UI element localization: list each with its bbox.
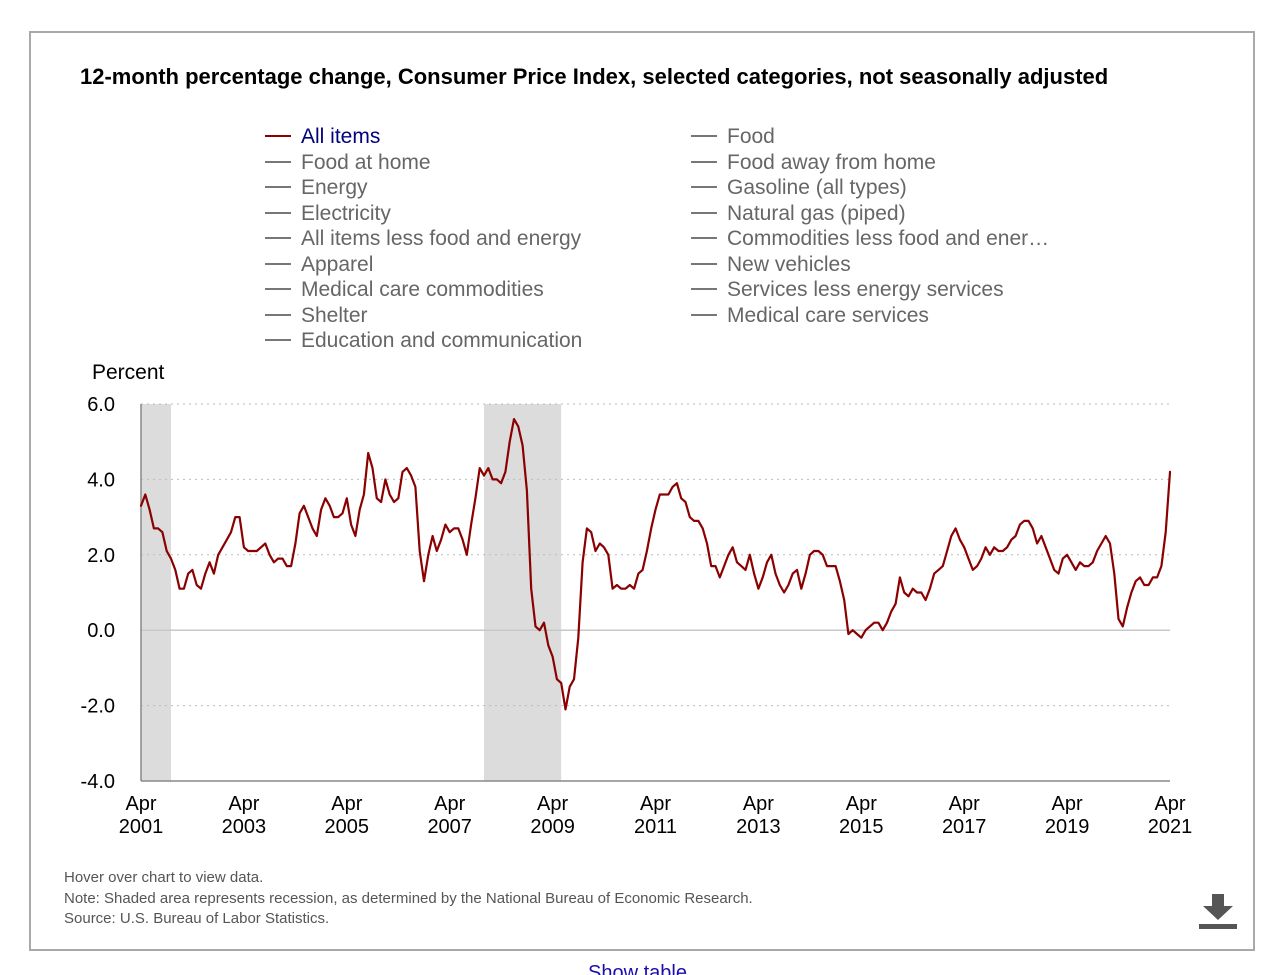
legend-item-food-away-from-home[interactable]: Food away from home bbox=[691, 150, 936, 176]
legend-swatch bbox=[265, 135, 291, 138]
legend-swatch bbox=[691, 160, 717, 163]
legend-swatch bbox=[265, 211, 291, 214]
show-table-link[interactable]: Show table bbox=[588, 962, 687, 975]
legend-swatch bbox=[265, 160, 291, 163]
legend-label: Commodities less food and ener… bbox=[727, 227, 1050, 250]
legend-swatch bbox=[265, 288, 291, 291]
legend-item-food[interactable]: Food bbox=[691, 124, 775, 150]
legend-item-electricity[interactable]: Electricity bbox=[265, 201, 391, 227]
chart-frame bbox=[29, 31, 1255, 951]
legend-label: Electricity bbox=[301, 201, 391, 225]
legend-swatch bbox=[265, 262, 291, 265]
legend-swatch bbox=[265, 237, 291, 240]
legend-swatch bbox=[265, 339, 291, 342]
download-button[interactable] bbox=[1197, 892, 1239, 932]
legend-swatch bbox=[691, 186, 717, 189]
legend-label: Medical care services bbox=[727, 303, 929, 327]
legend-item-food-at-home[interactable]: Food at home bbox=[265, 150, 431, 176]
legend-label: All items bbox=[301, 125, 381, 148]
legend-swatch bbox=[265, 313, 291, 316]
chart-notes: Hover over chart to view data. Note: Sha… bbox=[64, 868, 753, 930]
legend-item-medical-care-commodities[interactable]: Medical care commodities bbox=[265, 277, 544, 303]
legend-label: Apparel bbox=[301, 252, 374, 276]
legend-item-natural-gas-piped[interactable]: Natural gas (piped) bbox=[691, 201, 906, 227]
legend-item-education-and-communication[interactable]: Education and communication bbox=[265, 328, 582, 354]
chart-title: 12-month percentage change, Consumer Pri… bbox=[80, 64, 1109, 89]
legend-swatch bbox=[265, 186, 291, 189]
legend-label: Medical care commodities bbox=[301, 278, 544, 301]
legend-label: Natural gas (piped) bbox=[727, 201, 906, 225]
legend-label: Gasoline (all types) bbox=[727, 176, 907, 199]
legend-item-commodities-less-food-and-ener[interactable]: Commodities less food and ener… bbox=[691, 226, 1049, 252]
legend-label: New vehicles bbox=[727, 252, 851, 276]
recession-note: Note: Shaded area represents recession, … bbox=[64, 889, 753, 907]
legend-item-shelter[interactable]: Shelter bbox=[265, 303, 368, 329]
legend-label: Food away from home bbox=[727, 150, 936, 174]
legend-swatch bbox=[691, 211, 717, 214]
source-note: Source: U.S. Bureau of Labor Statistics. bbox=[64, 910, 330, 927]
legend-swatch bbox=[691, 262, 717, 265]
legend-swatch bbox=[691, 237, 717, 240]
download-icon bbox=[1199, 894, 1237, 929]
legend-swatch bbox=[691, 313, 717, 316]
legend-swatch bbox=[691, 135, 717, 138]
legend-label: Food bbox=[727, 125, 775, 148]
legend-item-apparel[interactable]: Apparel bbox=[265, 252, 373, 278]
legend-item-gasoline-all-types[interactable]: Gasoline (all types) bbox=[691, 175, 907, 201]
legend-item-all-items[interactable]: All items bbox=[265, 124, 380, 150]
legend-item-medical-care-services[interactable]: Medical care services bbox=[691, 303, 929, 329]
legend-label: Energy bbox=[301, 176, 368, 199]
legend-label: Education and communication bbox=[301, 329, 583, 352]
legend-swatch bbox=[691, 288, 717, 291]
legend-label: Shelter bbox=[301, 303, 368, 327]
legend-item-new-vehicles[interactable]: New vehicles bbox=[691, 252, 851, 278]
legend-item-energy[interactable]: Energy bbox=[265, 175, 368, 201]
hover-hint: Hover over chart to view data. bbox=[64, 869, 264, 886]
legend-item-services-less-energy-services[interactable]: Services less energy services bbox=[691, 277, 1004, 303]
legend-item-all-items-less-food-and-energy[interactable]: All items less food and energy bbox=[265, 226, 581, 252]
legend-label: Services less energy services bbox=[727, 278, 1004, 301]
legend-label: All items less food and energy bbox=[301, 227, 582, 250]
legend-label: Food at home bbox=[301, 150, 431, 174]
